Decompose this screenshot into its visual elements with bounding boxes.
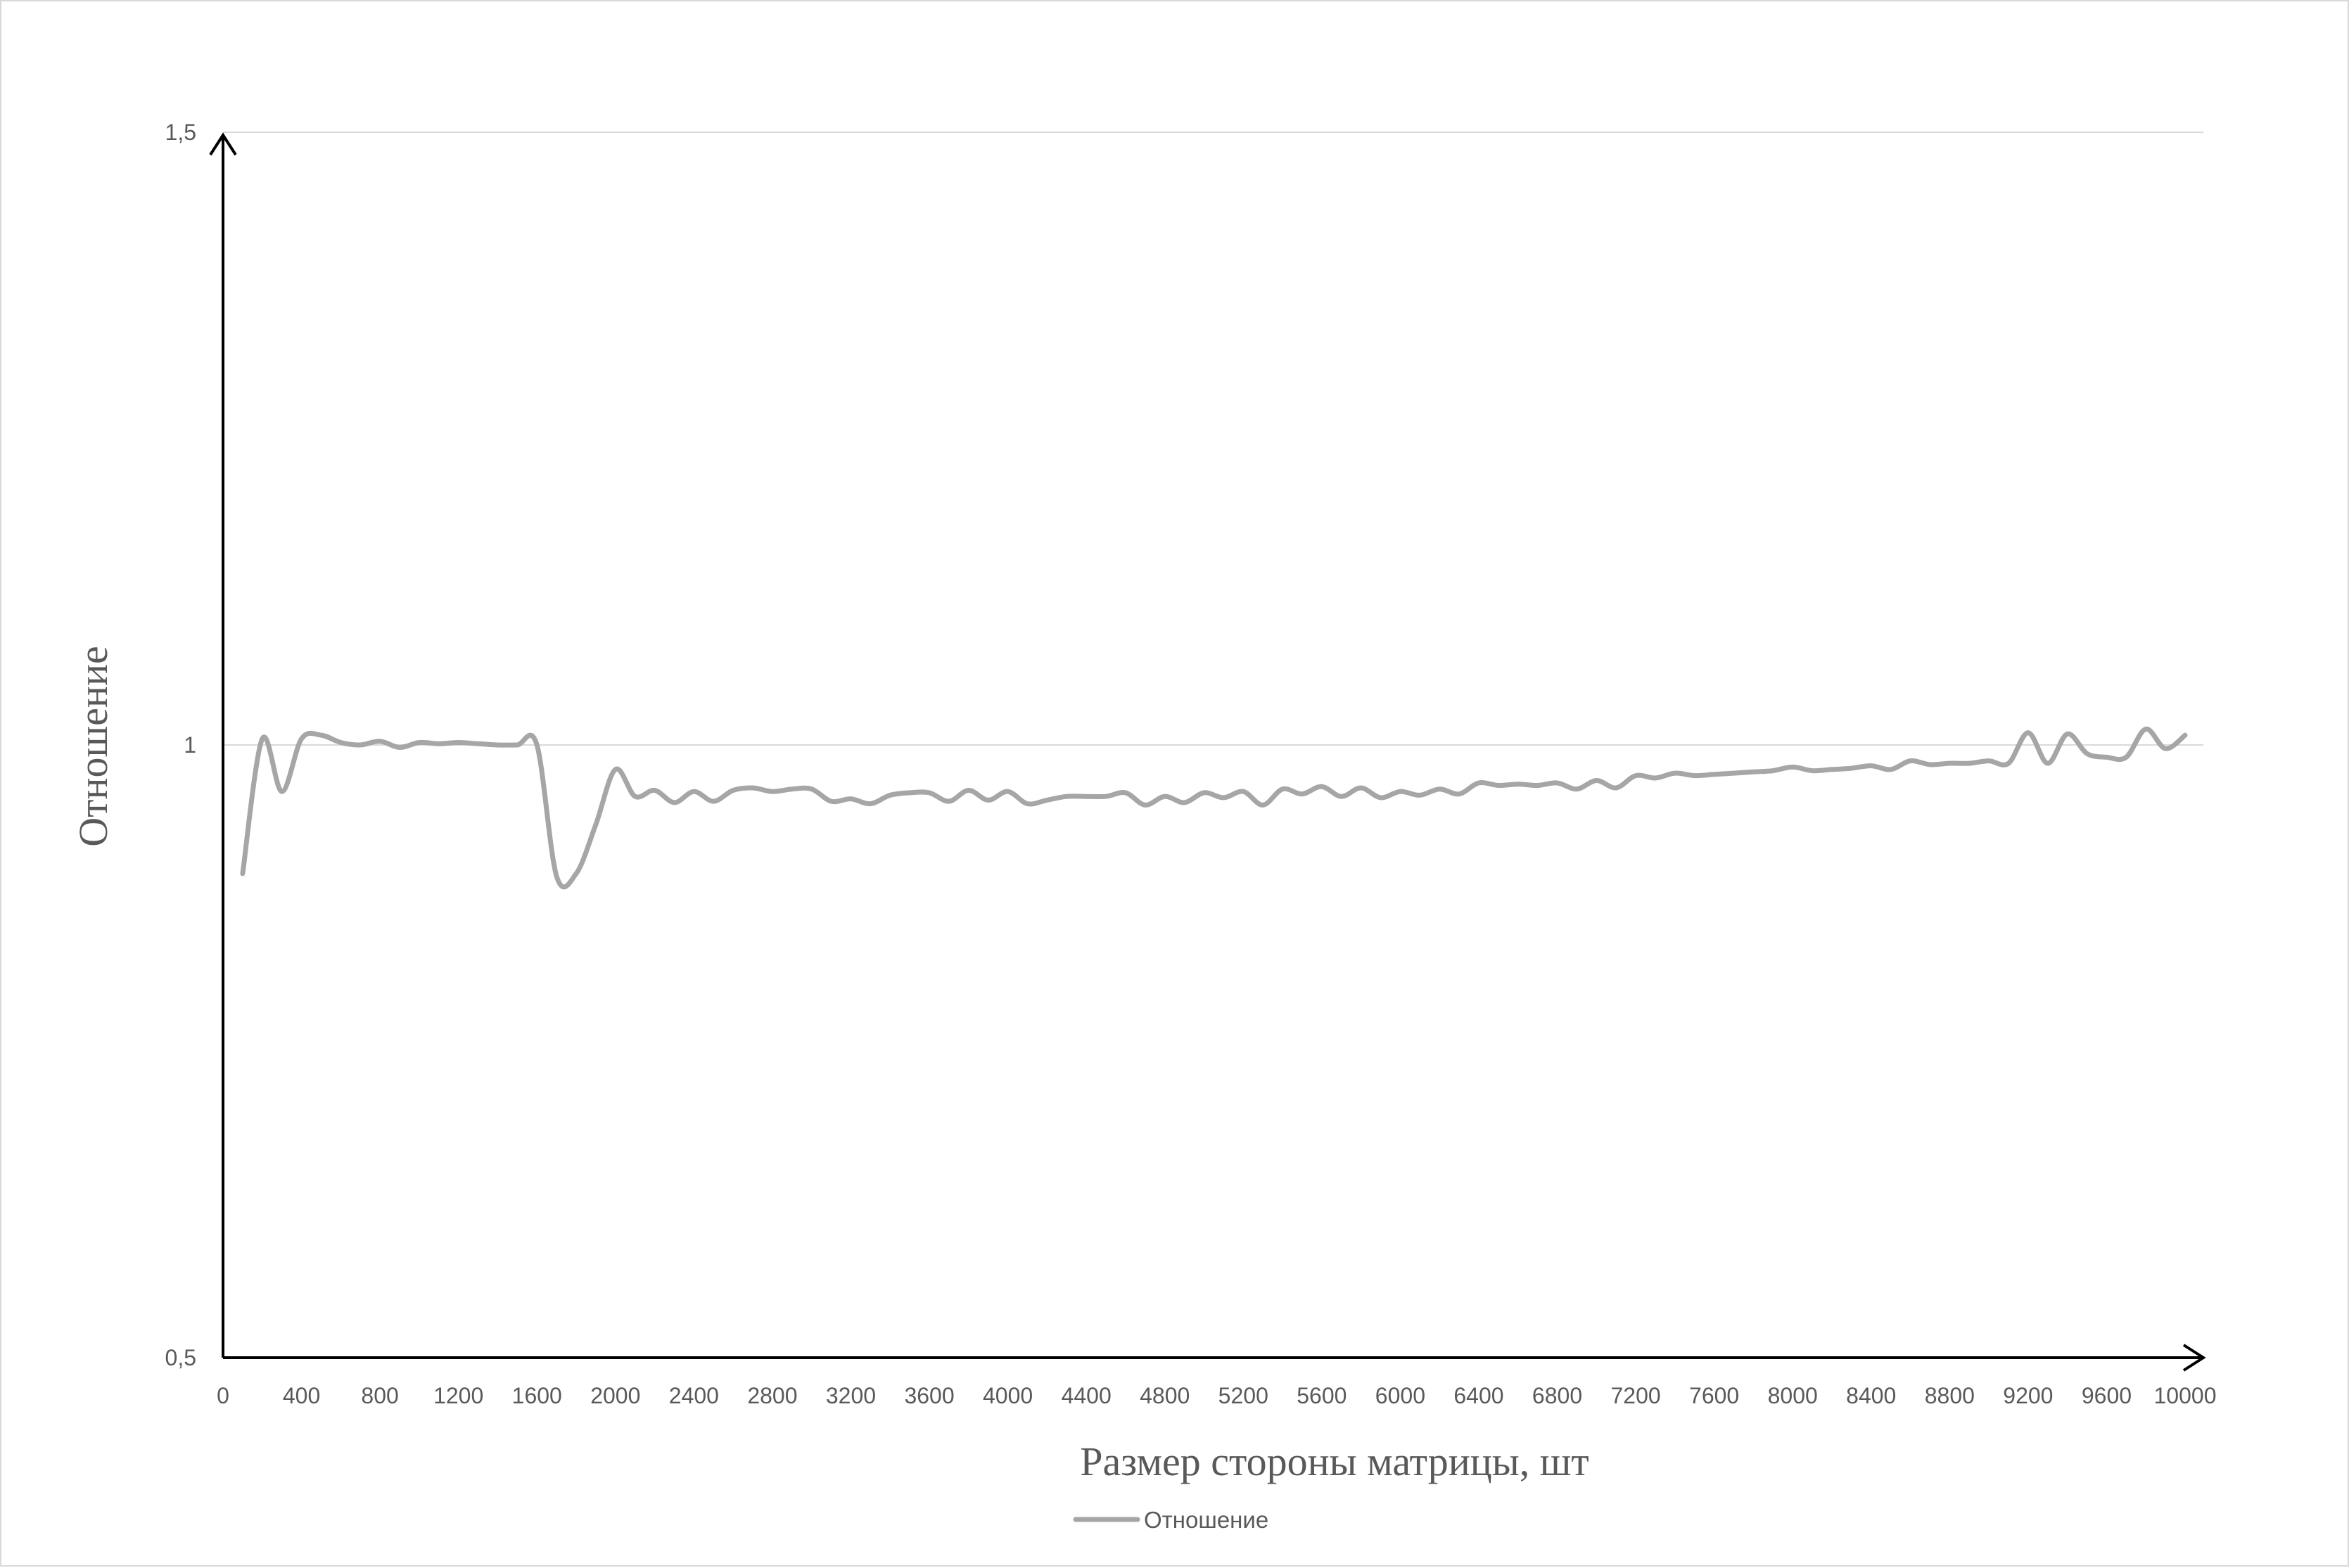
y-tick-label: 0,5 [165, 1345, 196, 1370]
x-tick-label: 6000 [1375, 1383, 1425, 1408]
x-tick-label: 7200 [1610, 1383, 1660, 1408]
y-tick-labels: 0,5 1 1,5 [165, 120, 196, 1370]
x-tick-label: 4800 [1140, 1383, 1190, 1408]
x-tick-label: 4000 [983, 1383, 1033, 1408]
x-tick-label: 1600 [512, 1383, 562, 1408]
x-tick-label: 9600 [2082, 1383, 2132, 1408]
axes [209, 132, 2206, 1372]
gridlines [223, 132, 2203, 746]
x-axis-arrow [2182, 1344, 2206, 1372]
x-tick-label: 8800 [1925, 1383, 1975, 1408]
x-tick-label: 7600 [1689, 1383, 1739, 1408]
x-tick-labels: 0 400 800 1200 1600 2000 2400 2800 3200 3600 4000 4… [217, 1383, 2216, 1408]
x-tick-label: 400 [283, 1383, 320, 1408]
x-tick-label: 6800 [1532, 1383, 1582, 1408]
y-tick-label: 1 [184, 732, 196, 758]
x-tick-label: 6400 [1453, 1383, 1503, 1408]
x-tick-label: 9200 [2003, 1383, 2053, 1408]
x-tick-label: 2400 [669, 1383, 719, 1408]
x-tick-label: 8400 [1846, 1383, 1896, 1408]
legend-label: Отношение [1144, 1507, 1268, 1533]
x-tick-label: 4400 [1062, 1383, 1112, 1408]
legend: Отношение [1073, 1507, 1268, 1533]
x-tick-label: 1200 [433, 1383, 483, 1408]
y-tick-label: 1,5 [165, 120, 196, 145]
x-tick-label: 3600 [904, 1383, 954, 1408]
x-tick-label: 3200 [826, 1383, 876, 1408]
x-axis-title: Размер стороны матрицы, шт [1080, 1439, 1589, 1484]
y-axis-arrow [209, 132, 237, 156]
x-tick-label: 10000 [2154, 1383, 2217, 1408]
x-tick-label: 8000 [1768, 1383, 1818, 1408]
series-line-ratio [240, 726, 2188, 890]
x-tick-label: 5200 [1218, 1383, 1268, 1408]
y-axis-title: Отношение [70, 646, 116, 847]
x-tick-label: 5600 [1297, 1383, 1347, 1408]
x-tick-label: 800 [361, 1383, 398, 1408]
x-tick-label: 2000 [590, 1383, 640, 1408]
x-tick-label: 2800 [747, 1383, 797, 1408]
x-tick-label: 0 [217, 1383, 229, 1408]
